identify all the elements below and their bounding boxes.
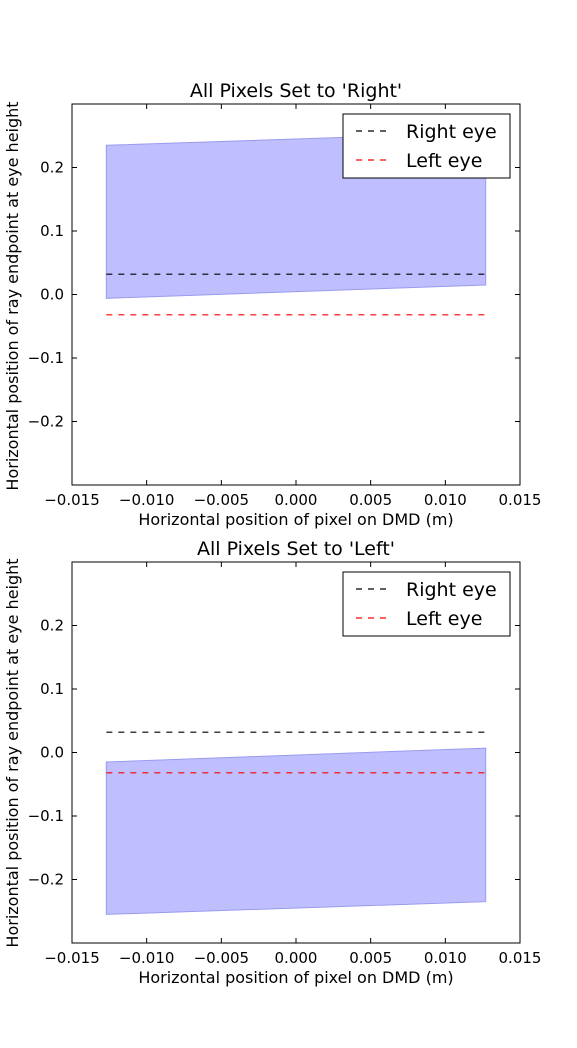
legend-box: [342, 113, 511, 179]
x-tick-label: −0.015: [44, 491, 100, 509]
legend-label: Left eye: [406, 150, 482, 172]
plot-area: −0.015 −0.010 −0.005 0.000 0.005 0.010 0.015 −0…: [28, 561, 542, 967]
x-tick-label: 0.005: [349, 491, 392, 509]
legend: Right eye Left eye: [342, 571, 511, 637]
y-tick-label: 0.2: [40, 617, 64, 635]
chart-left: All Pixels Set to 'Left' Horizontal posi…: [3, 538, 541, 987]
y-tick-label: 0.0: [40, 744, 64, 762]
fill-band: [105, 747, 487, 915]
legend-label: Right eye: [406, 121, 497, 143]
y-tick-label: −0.2: [28, 871, 64, 889]
y-tick-label: 0.0: [40, 286, 64, 304]
legend: Right eye Left eye: [342, 113, 511, 179]
chart-title: All Pixels Set to 'Right': [190, 80, 402, 102]
x-axis-label: Horizontal position of pixel on DMD (m): [138, 510, 453, 529]
x-tick-label: −0.015: [44, 949, 100, 967]
x-tick-label: 0.000: [275, 949, 318, 967]
x-tick-label: 0.010: [424, 949, 467, 967]
x-tick-label: −0.010: [119, 491, 175, 509]
x-tick-label: 0.000: [275, 491, 318, 509]
x-tick-label: −0.010: [119, 949, 175, 967]
y-tick-label: 0.2: [40, 159, 64, 177]
x-axis-label: Horizontal position of pixel on DMD (m): [138, 968, 453, 987]
y-tick-label: 0.1: [40, 222, 64, 240]
legend-label: Right eye: [406, 579, 497, 601]
legend-label: Left eye: [406, 608, 482, 630]
x-tick-label: 0.005: [349, 949, 392, 967]
x-tick-label: −0.005: [194, 949, 250, 967]
y-tick-label: −0.2: [28, 413, 64, 431]
y-tick-label: −0.1: [28, 807, 64, 825]
chart-title: All Pixels Set to 'Left': [197, 538, 395, 560]
x-tick-label: 0.015: [499, 491, 542, 509]
plot-area: −0.015 −0.010 −0.005 0.000 0.005 0.010 0.015 −0…: [28, 103, 542, 509]
y-axis-label: Horizontal position of ray endpoint at e…: [3, 101, 22, 490]
chart-right: All Pixels Set to 'Right' Horizontal pos…: [3, 80, 541, 529]
x-tick-label: 0.010: [424, 491, 467, 509]
x-tick-label: −0.005: [194, 491, 250, 509]
y-axis-label: Horizontal position of ray endpoint at e…: [3, 558, 22, 947]
x-tick-label: 0.015: [499, 949, 542, 967]
y-tick-label: 0.1: [40, 680, 64, 698]
legend-box: [342, 571, 511, 637]
y-tick-label: −0.1: [28, 349, 64, 367]
